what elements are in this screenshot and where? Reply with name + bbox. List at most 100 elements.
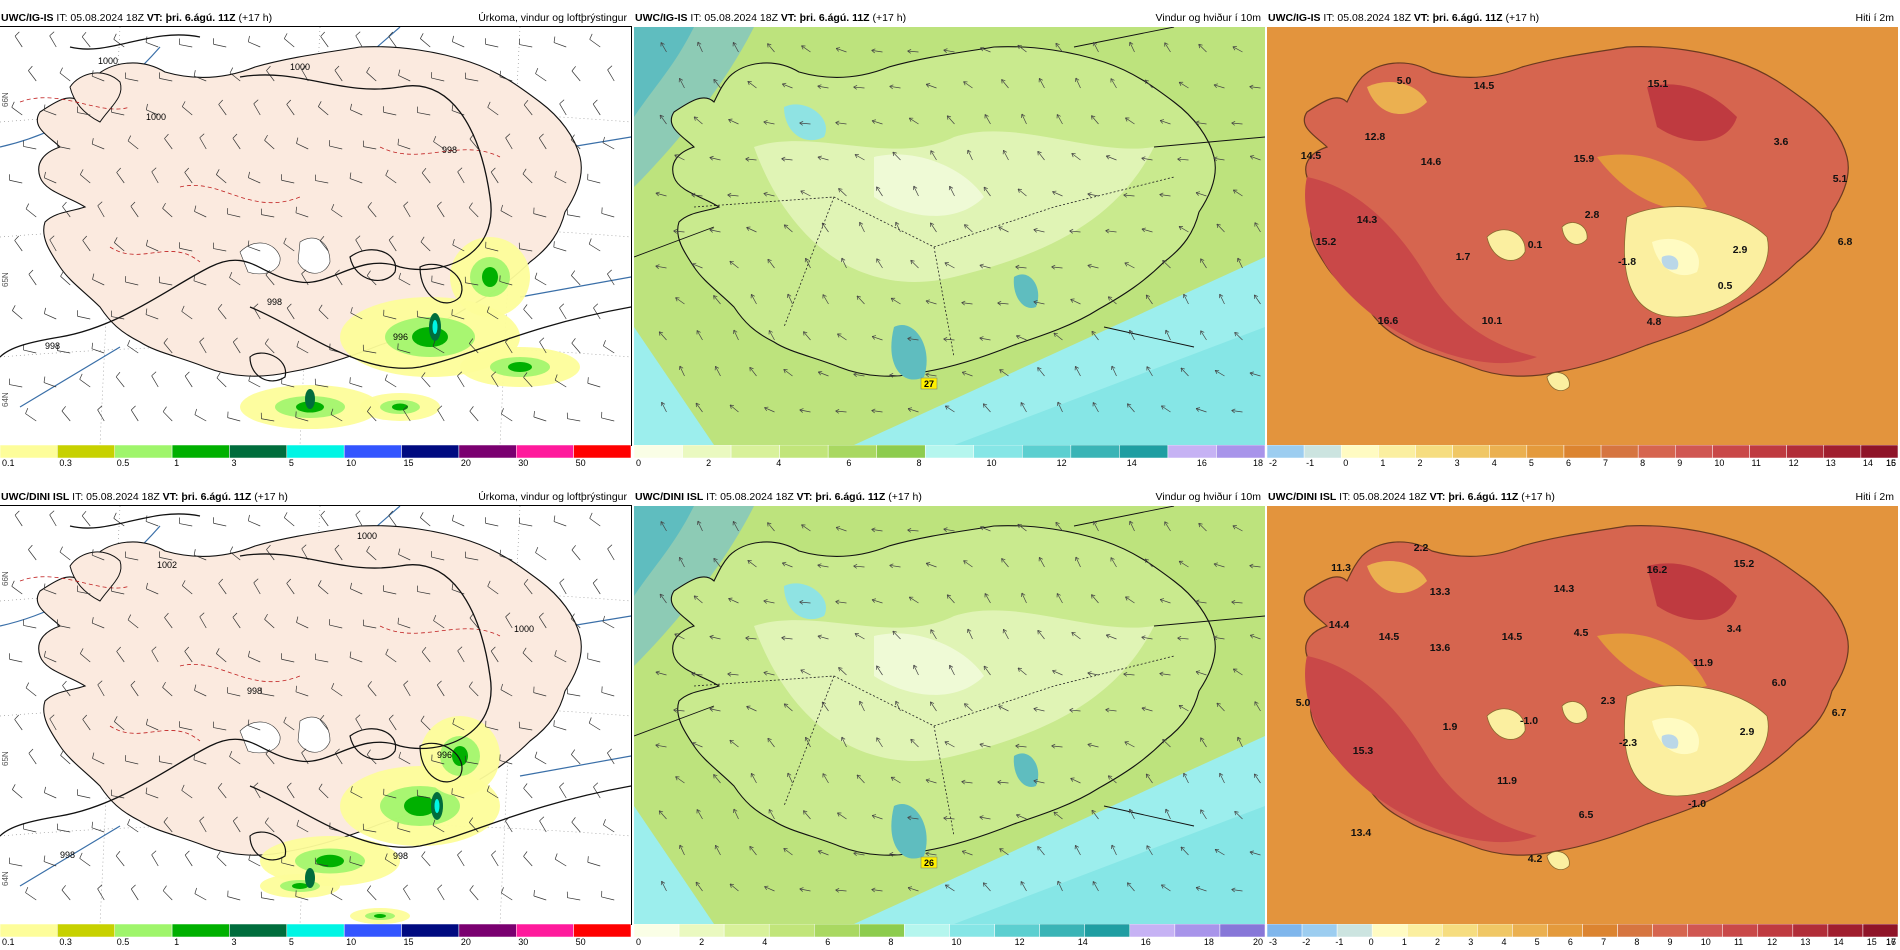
scale-label: 0.3 bbox=[59, 458, 72, 467]
temperature-value: 1.9 bbox=[1443, 721, 1458, 733]
scale-swatch bbox=[1827, 924, 1864, 938]
scale-swatch bbox=[1129, 924, 1176, 938]
scale-label: 2 bbox=[1435, 937, 1440, 946]
panel-header: UWC/DINI ISL IT: 05.08.2024 18Z VT: þri.… bbox=[0, 488, 631, 506]
scale-label: 10 bbox=[1714, 458, 1724, 467]
temperature-value: 14.6 bbox=[1421, 156, 1442, 168]
scale-swatch bbox=[634, 445, 683, 459]
scale-swatch bbox=[1340, 445, 1379, 459]
valid-time-label: VT: bbox=[146, 12, 163, 24]
field-title: Úrkoma, vindur og loftþrýstingur bbox=[478, 12, 627, 24]
map-canvas[interactable]: 2.2 11.3 15.2 13.3 14.3 16.2 14.4 14.5 13.6 14.5 4… bbox=[1267, 506, 1898, 924]
scale-swatch bbox=[1119, 445, 1169, 459]
scale-label: -2 bbox=[1269, 458, 1277, 467]
scale-label: 20 bbox=[461, 458, 471, 467]
max-gust-label: 26 bbox=[924, 858, 934, 868]
map-canvas[interactable]: 1000 1002 1000 998 998 998 996 66N 65N 64N bbox=[0, 505, 632, 925]
isobar-label: 998 bbox=[393, 851, 408, 861]
field-title: Hiti í 2m bbox=[1855, 12, 1894, 24]
scale-swatch bbox=[1301, 924, 1338, 938]
map-canvas[interactable]: 27 bbox=[634, 27, 1265, 445]
scale-swatch bbox=[634, 924, 680, 938]
temperature-value: 3.6 bbox=[1774, 136, 1789, 148]
scale-swatch bbox=[1862, 924, 1898, 938]
scale-swatch bbox=[1757, 924, 1794, 938]
scale-label: 10 bbox=[346, 937, 356, 946]
run-info: UWC/DINI ISL IT: 05.08.2024 18Z VT: þri.… bbox=[1, 488, 288, 506]
scale-label: 2 bbox=[706, 458, 711, 467]
scale-swatch bbox=[1712, 445, 1750, 459]
valid-time: þri. 6.ágú. 11Z bbox=[1445, 491, 1519, 503]
scale-swatch bbox=[1637, 445, 1676, 459]
map-canvas[interactable]: 1000 1000 1000 998 998 998 996 66N 65N 64N bbox=[0, 26, 632, 446]
isobar-label: 1000 bbox=[290, 62, 310, 72]
scale-label: 14 bbox=[1834, 937, 1844, 946]
temperature-value: -2.3 bbox=[1619, 737, 1637, 749]
scale-label: 1 bbox=[174, 458, 179, 467]
scale-label: 5 bbox=[1535, 937, 1540, 946]
init-time: IT: 05.08.2024 18Z bbox=[1320, 12, 1414, 24]
scale-label: 8 bbox=[1640, 458, 1645, 467]
scale-label: 3 bbox=[231, 458, 236, 467]
color-scale: -2 -1 0 1 2 3 4 5 6 7 8 9 10 11 12 13 14 15 16 bbox=[1267, 445, 1898, 467]
temperature-value: 4.5 bbox=[1574, 627, 1589, 639]
temperature-value: 11.9 bbox=[1693, 657, 1713, 669]
temperature-value: 2.9 bbox=[1740, 726, 1755, 738]
latitude-label: 65N bbox=[1, 272, 10, 287]
scale-label: 1 bbox=[174, 937, 179, 946]
scale-label: 15 bbox=[404, 458, 414, 467]
scale-swatch bbox=[1600, 445, 1639, 459]
map-panel-temp: UWC/DINI ISL IT: 05.08.2024 18Z VT: þri.… bbox=[1267, 488, 1898, 946]
valid-time: þri. 6.ágú. 11Z bbox=[1429, 12, 1503, 24]
scale-swatch bbox=[723, 924, 770, 938]
scale-swatch bbox=[1563, 445, 1602, 459]
scale-swatch bbox=[57, 924, 115, 938]
valid-time: þri. 6.ágú. 11Z bbox=[178, 491, 252, 503]
scale-swatch bbox=[57, 445, 115, 459]
valid-time: þri. 6.ágú. 11Z bbox=[796, 12, 870, 24]
scale-label: 16 bbox=[1886, 937, 1896, 946]
map-canvas[interactable]: 26 bbox=[634, 506, 1265, 924]
scale-label: 5 bbox=[289, 937, 294, 946]
scale-label: 1 bbox=[1380, 458, 1385, 467]
scale-swatch bbox=[1823, 445, 1862, 459]
temperature-value: 13.3 bbox=[1430, 586, 1451, 598]
scale-swatch bbox=[1267, 445, 1305, 459]
temperature-value: 2.2 bbox=[1414, 542, 1429, 554]
latitude-label: 64N bbox=[1, 871, 10, 886]
init-time: IT: 05.08.2024 18Z bbox=[53, 12, 147, 24]
panel-header: UWC/IG-IS IT: 05.08.2024 18Z VT: þri. 6.… bbox=[634, 9, 1265, 27]
scale-label: 8 bbox=[888, 937, 893, 946]
scale-swatch bbox=[1477, 924, 1513, 938]
temperature-value: 14.3 bbox=[1357, 214, 1378, 226]
scale-swatch bbox=[1167, 445, 1217, 459]
scale-label: 10 bbox=[987, 458, 997, 467]
latitude-label: 66N bbox=[1, 571, 10, 586]
temperature-value: 6.0 bbox=[1772, 677, 1787, 689]
temperature-value: -1.0 bbox=[1688, 798, 1706, 810]
scale-label: 18 bbox=[1253, 458, 1263, 467]
temperature-value: 10.1 bbox=[1482, 315, 1503, 327]
map-canvas[interactable]: 5.0 15.1 14.5 12.8 14.5 14.6 15.9 3.6 5.1 14.3 2.8… bbox=[1267, 27, 1898, 445]
scale-swatch bbox=[1174, 924, 1221, 938]
temperature-value: 3.4 bbox=[1727, 623, 1742, 635]
scale-label: 0.5 bbox=[117, 458, 130, 467]
scale-swatch bbox=[1582, 924, 1618, 938]
color-scale: 0.1 0.3 0.5 1 3 5 10 15 20 30 50 bbox=[0, 924, 631, 946]
temperature-value: 13.6 bbox=[1430, 642, 1451, 654]
latitude-label: 65N bbox=[1, 751, 10, 766]
scale-label: 2 bbox=[699, 937, 704, 946]
scale-swatch bbox=[1378, 445, 1416, 459]
valid-time-label: VT: bbox=[1413, 12, 1430, 24]
map-panel-wind: UWC/IG-IS IT: 05.08.2024 18Z VT: þri. 6.… bbox=[634, 9, 1265, 467]
valid-time: þri. 6.ágú. 11Z bbox=[162, 12, 236, 24]
scale-swatch bbox=[1526, 445, 1565, 459]
scale-swatch bbox=[779, 445, 829, 459]
scale-swatch bbox=[1216, 445, 1265, 459]
temperature-value: 13.4 bbox=[1351, 827, 1372, 839]
temperature-value: 0.5 bbox=[1718, 280, 1733, 292]
temperature-value: 15.2 bbox=[1316, 236, 1337, 248]
scale-label: 0.1 bbox=[2, 458, 15, 467]
isobar-label: 996 bbox=[393, 332, 408, 342]
scale-swatch bbox=[1084, 924, 1131, 938]
